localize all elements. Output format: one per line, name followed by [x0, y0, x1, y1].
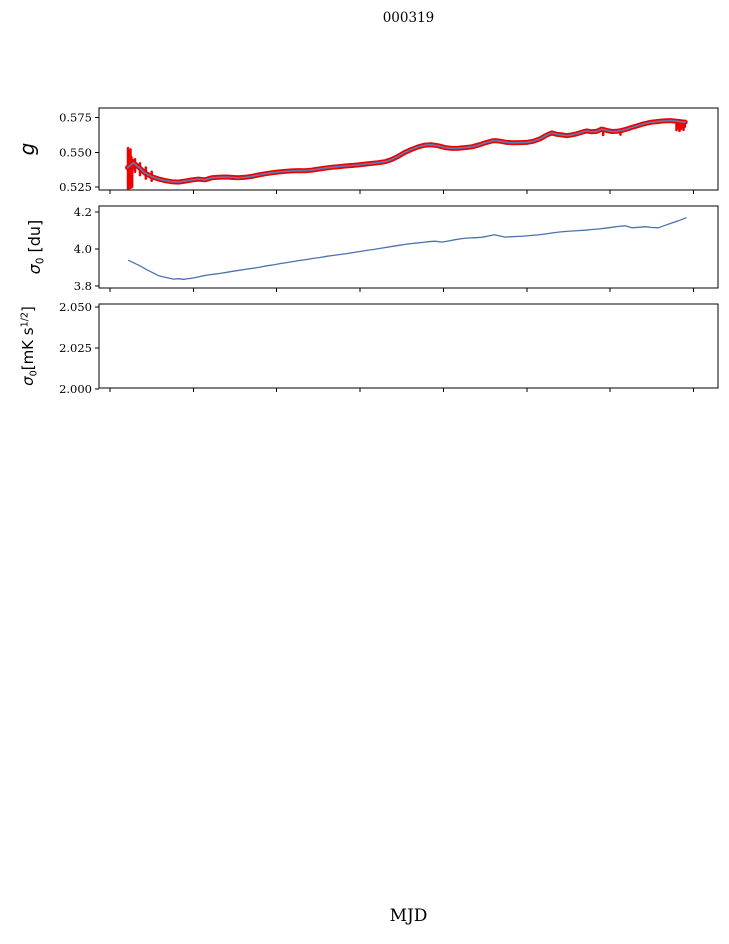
y-tick-label: 2.025 [59, 341, 92, 355]
panel-g: 0.525 0.550 0.575 g [15, 107, 719, 194]
panel-border [98, 303, 719, 389]
y-tick-label: 0.525 [59, 180, 92, 194]
y-axis-label: σ0[mK s1/2] [19, 306, 39, 386]
y-tick-label: 3.8 [74, 279, 92, 293]
series-g-fit [126, 119, 687, 183]
y-tick-label: 4.2 [74, 205, 92, 219]
y-tick-label: 0.575 [59, 111, 92, 125]
plot-title: 000319 [382, 10, 435, 26]
y-tick-label: 2.050 [59, 300, 92, 314]
panel-sigma0-du: 3.8 4.0 4.2 σ0 [du] [25, 205, 719, 293]
panel-sigma0-mks: 2.000 2.025 2.050 σ0[mK s1/2] [19, 300, 719, 396]
y-tick-label: 0.550 [59, 145, 92, 159]
x-axis-label: MJD [389, 906, 428, 926]
series-sigma0-du [128, 217, 687, 280]
panel-border [98, 205, 719, 289]
y-tick-label: 2.000 [59, 382, 92, 396]
panel-border [98, 107, 719, 191]
y-axis-label: g [15, 143, 39, 156]
y-axis-label: σ0 [du] [25, 220, 47, 275]
y-tick-label: 4.0 [74, 242, 92, 256]
